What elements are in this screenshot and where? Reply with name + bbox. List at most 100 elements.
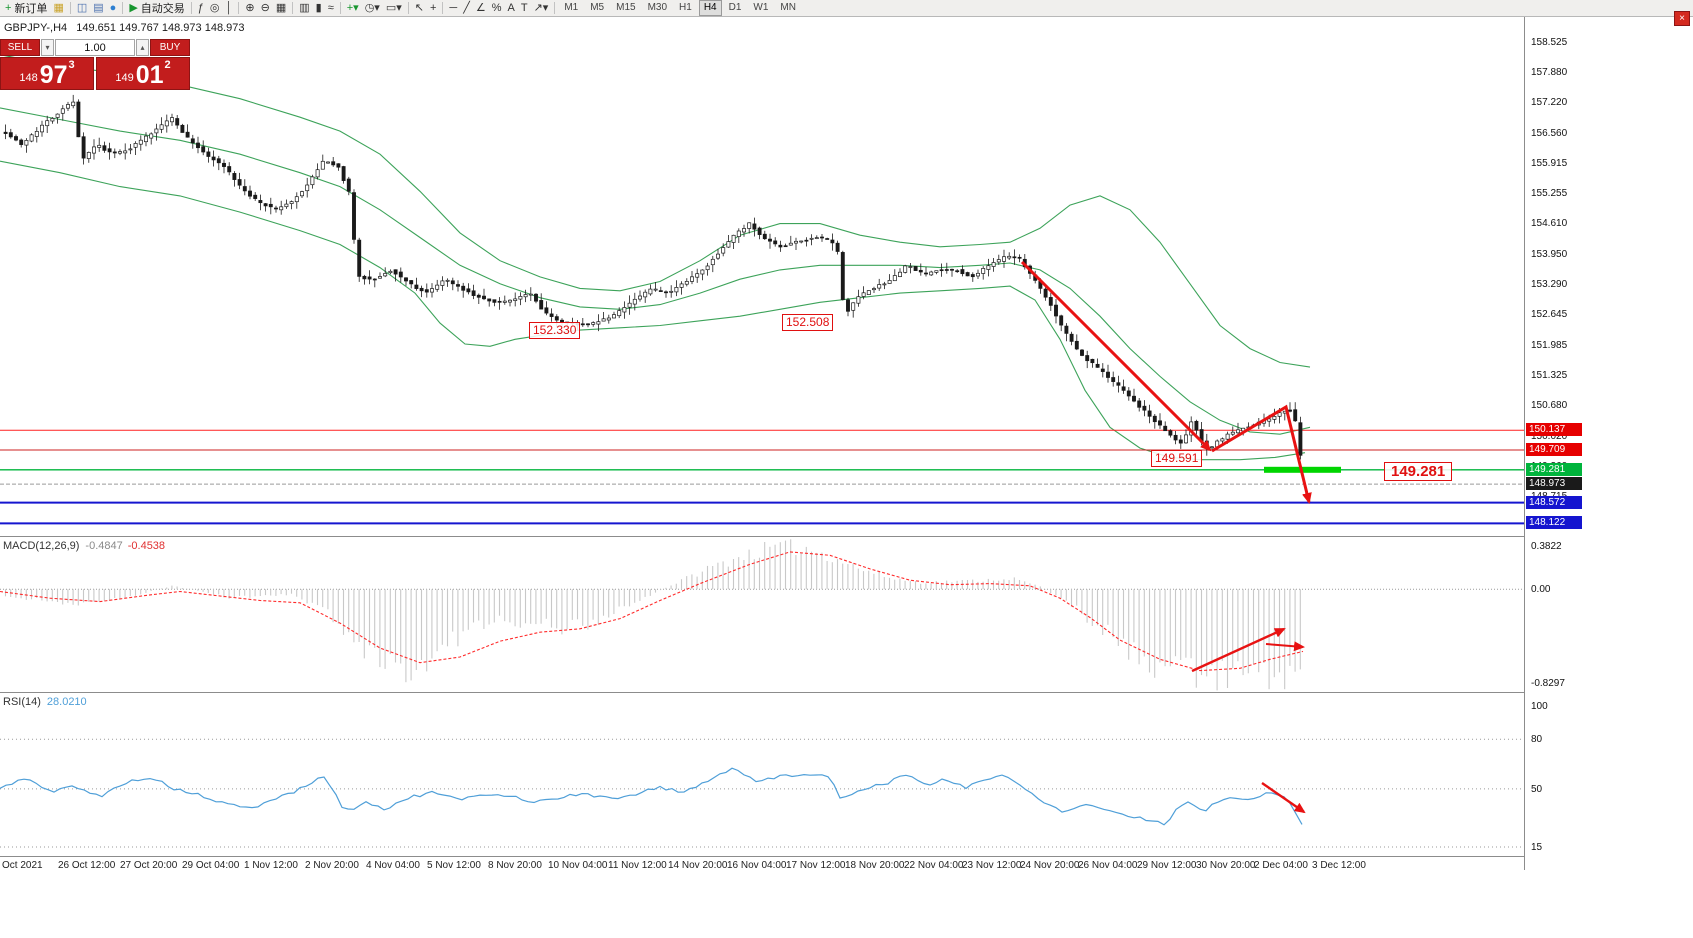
price-tick: 151.985 (1531, 339, 1568, 351)
price-note-149591[interactable]: 149.591 (1151, 450, 1203, 467)
timeframe-d1-button[interactable]: D1 (728, 2, 742, 13)
navigator-icon: ● (109, 1, 117, 14)
time-label: 29 Oct 04:00 (182, 860, 240, 871)
time-label: 24 Nov 20:00 (1020, 860, 1080, 871)
time-label: 26 Nov 04:00 (1078, 860, 1138, 871)
price-axis[interactable]: 158.525 157.880 157.220 156.560 155.915 155.2… (1524, 17, 1692, 870)
timeframe-w1-button[interactable]: W1 (753, 2, 769, 13)
indicators-icon: ƒ (197, 1, 204, 14)
time-label: 8 Nov 20:00 (488, 860, 542, 871)
data-window-button[interactable]: ▤ (90, 1, 106, 16)
chart-symbol-info: GBPJPY-,H4 149.651 149.767 148.973 148.9… (4, 22, 244, 34)
horizontal-level-lines[interactable] (0, 429, 1524, 525)
data-window-icon: ▤ (93, 1, 104, 14)
templates-button[interactable]: ▭▾ (383, 1, 405, 16)
add-indicator-button[interactable]: +▾ (344, 1, 362, 16)
chart-profiles-button[interactable]: ▦ (50, 1, 66, 16)
toolbar-separator (407, 2, 409, 14)
crosshair-button[interactable]: + (427, 1, 439, 16)
line-chart-button[interactable]: ≈ (325, 1, 337, 16)
macd-signal-value: -0.4538 (127, 540, 166, 552)
horizontal-line-icon: ─ (449, 1, 458, 14)
macd-rise-arrow[interactable] (1191, 627, 1286, 673)
new-order-button[interactable]: + 新订单 (2, 1, 50, 16)
rsi-tick: 80 (1531, 734, 1543, 746)
buy-button[interactable]: BUY (150, 39, 190, 56)
label-button[interactable]: T (518, 1, 531, 16)
buy-price-display[interactable]: 149 01 2 (96, 57, 190, 90)
channel-button[interactable]: ∠ (473, 1, 489, 16)
text-icon: A (507, 1, 515, 14)
buy-price-pips: 01 (135, 61, 164, 89)
timeframe-mn-button[interactable]: MN (780, 2, 796, 13)
toolbar-separator (122, 2, 124, 14)
trendline-button[interactable]: ╱ (460, 1, 473, 16)
timeframe-m30-button[interactable]: M30 (647, 2, 668, 13)
price-tick: 152.645 (1531, 309, 1568, 321)
toolbar-separator (238, 2, 240, 14)
panel-separator[interactable] (0, 536, 1524, 537)
tile-windows-button[interactable]: ▦ (273, 1, 289, 16)
time-label: 5 Nov 12:00 (427, 860, 481, 871)
toolbar-separator (442, 2, 444, 14)
macd-turn-arrow[interactable] (1265, 641, 1305, 652)
timeframe-m15-button[interactable]: M15 (616, 2, 636, 13)
time-label: 22 Nov 04:00 (904, 860, 964, 871)
arrows-button[interactable]: ↗▾ (531, 1, 552, 16)
timeframe-h4-button[interactable]: H4 (698, 0, 722, 16)
macd-tick: -0.8297 (1531, 678, 1565, 689)
market-watch-button[interactable]: ◫ (74, 1, 90, 16)
timeframe-h1-button[interactable]: H1 (679, 2, 692, 13)
bollinger-bands (0, 54, 1311, 461)
rsi-indicator-label: RSI(14) 28.0210 (3, 696, 87, 708)
timeframe-m1-button[interactable]: M1 (564, 2, 579, 13)
time-label: 4 Nov 04:00 (366, 860, 420, 871)
time-label: 14 Nov 20:00 (668, 860, 728, 871)
toolbar-separator (190, 2, 192, 14)
periods-button[interactable]: ◷▾ (362, 1, 383, 16)
price-tick: 153.950 (1531, 248, 1568, 260)
sell-price-display[interactable]: 148 97 3 (0, 57, 94, 90)
chart-profiles-icon: ▦ (53, 1, 64, 14)
vertical-line-button[interactable]: │ (223, 1, 236, 16)
timeframe-m5-button[interactable]: M5 (590, 2, 605, 13)
objects-list-button[interactable]: ◎ (207, 1, 223, 16)
text-button[interactable]: A (504, 1, 517, 16)
price-note-149281[interactable]: 149.281 (1384, 462, 1453, 481)
indicators-button[interactable]: ƒ (195, 1, 207, 16)
toolbar-separator (554, 2, 556, 14)
time-label: 16 Nov 04:00 (727, 860, 787, 871)
zoom-out-button[interactable]: ⊖ (258, 1, 273, 16)
downtrend-arrow[interactable] (1020, 260, 1212, 452)
horizontal-line-button[interactable]: ─ (446, 1, 460, 16)
zoom-in-button[interactable]: ⊕ (242, 1, 257, 16)
autotrade-button[interactable]: ▶ 自动交易 (126, 1, 187, 16)
crosshair-icon: + (429, 1, 437, 14)
price-tag-148.572: 148.572 (1526, 495, 1582, 509)
price-note-152508[interactable]: 152.508 (782, 314, 834, 331)
price-note-152330[interactable]: 152.330 (529, 322, 581, 339)
sell-button[interactable]: SELL (0, 39, 40, 56)
navigator-button[interactable]: ● (107, 1, 120, 16)
volume-decrease-icon[interactable]: ▾ (41, 39, 54, 56)
panel-separator[interactable] (0, 692, 1524, 693)
macd-tick: 0.00 (1531, 584, 1551, 596)
rsi-down-arrow[interactable] (1261, 782, 1306, 814)
sell-price-point: 3 (68, 59, 75, 71)
bollinger-lower (0, 160, 1306, 461)
cursor-button[interactable]: ↖ (412, 1, 427, 16)
volume-increase-icon[interactable]: ▴ (136, 39, 149, 56)
bar-chart-button[interactable]: ▥ (296, 1, 312, 16)
time-axis[interactable]: Oct 2021 26 Oct 12:00 27 Oct 20:00 29 Oct 0… (0, 856, 1524, 874)
candlestick-chart-button[interactable]: ▮ (313, 1, 325, 16)
arrows-icon: ↗▾ (533, 1, 549, 14)
volume-input[interactable]: 1.00 (55, 39, 135, 56)
breakdown-arrow[interactable] (1211, 404, 1312, 504)
fibonacci-button[interactable]: % (489, 1, 505, 16)
macd-tick: 0.3822 (1531, 541, 1562, 552)
close-icon[interactable]: × (1674, 11, 1690, 26)
trend-arrows[interactable] (1020, 260, 1312, 814)
vertical-line-icon: │ (225, 1, 233, 14)
time-label: 2 Nov 20:00 (305, 860, 359, 871)
